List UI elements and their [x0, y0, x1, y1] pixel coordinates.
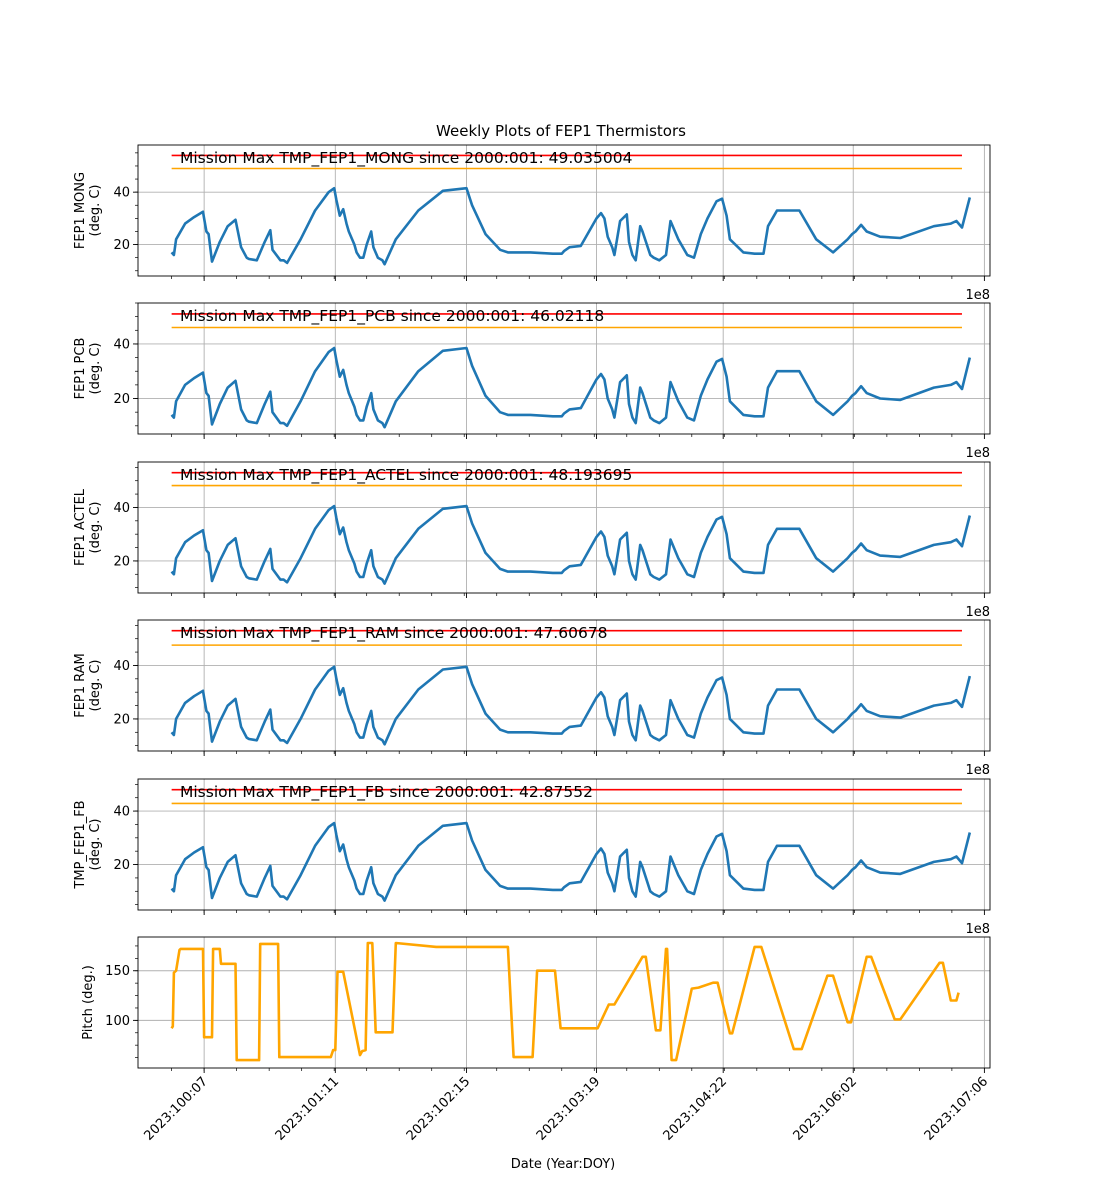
- panel-2: 20 40 FEP1 PCB(deg. C) Mission Max TMP_FEP1…: [73, 302, 991, 461]
- chart-title: Weekly Plots of FEP1 Thermistors: [436, 122, 686, 140]
- y-tick-label: 20: [113, 858, 130, 873]
- y-axis-label: FEP1 ACTEL(deg. C): [73, 488, 103, 566]
- panel-frame: [137, 936, 991, 1069]
- y-axis-label-line: FEP1 PCB: [73, 338, 88, 400]
- y-axis-label-line: (deg. C): [88, 502, 103, 554]
- panel-frame: [137, 619, 991, 752]
- panel-data: [170, 629, 972, 746]
- y-axis-label-line: (deg. C): [88, 660, 103, 712]
- x-tick-label: 2023:104:22: [661, 1074, 730, 1143]
- y-axis-label-line: FEP1 MONG: [73, 172, 88, 249]
- panel-frame: [137, 461, 991, 594]
- x-offset-label: 1e8: [965, 922, 990, 937]
- panel-5: 20 40 TMP_FEP1_FB(deg. C) Mission Max TMP_F…: [73, 778, 991, 937]
- y-tick-label: 20: [113, 392, 130, 407]
- panel-4: 20 40 FEP1 RAM(deg. C) Mission Max TMP_FEP1…: [73, 619, 991, 778]
- panel-data: [170, 471, 972, 585]
- y-axis-label-line: FEP1 ACTEL: [73, 488, 88, 566]
- x-offset-label: 1e8: [965, 288, 990, 303]
- mission-max-annotation: Mission Max TMP_FEP1_RAM since 2000:001:…: [180, 624, 608, 643]
- y-axis-label: FEP1 MONG(deg. C): [73, 172, 103, 249]
- panel-frame: [137, 778, 991, 911]
- y-axis-label: FEP1 PCB(deg. C): [73, 338, 103, 400]
- y-tick-label: 20: [113, 554, 130, 569]
- x-offset-label: 1e8: [965, 605, 990, 620]
- panel-3: 20 40 FEP1 ACTEL(deg. C) Mission Max TMP_FE…: [73, 461, 991, 620]
- y-tick-label: 20: [113, 238, 130, 253]
- panel-6: 100 150 Pitch (deg.) 2023:100:07 2023:101:11…: [81, 936, 991, 1144]
- panel-frame: [137, 302, 991, 435]
- x-offset-label: 1e8: [965, 446, 990, 461]
- mission-max-annotation: Mission Max TMP_FEP1_PCB since 2000:001:…: [180, 307, 604, 326]
- y-tick-label: 40: [113, 186, 130, 201]
- y-tick-label: 100: [105, 1014, 130, 1029]
- temperature-series-line: [170, 504, 972, 585]
- x-tick-label: 2023:101:11: [273, 1074, 342, 1143]
- y-axis-label-line: (deg. C): [88, 819, 103, 871]
- y-tick-label: 20: [113, 712, 130, 727]
- y-tick-label: 40: [113, 805, 130, 820]
- temperature-series-line: [170, 186, 972, 266]
- x-tick-label: 2023:102:15: [404, 1074, 473, 1143]
- panel-data: [170, 941, 960, 1062]
- x-tick-label: 2023:103:19: [534, 1074, 603, 1143]
- mission-max-annotation: Mission Max TMP_FEP1_MONG since 2000:001…: [180, 149, 632, 168]
- x-axis-label: Date (Year:DOY): [511, 1157, 616, 1172]
- x-tick-label: 2023:106:02: [791, 1074, 860, 1143]
- y-axis-label-line: (deg. C): [88, 185, 103, 237]
- panel-data: [170, 788, 972, 902]
- temperature-series-line: [170, 346, 972, 429]
- mission-max-annotation: Mission Max TMP_FEP1_FB since 2000:001: …: [180, 783, 593, 802]
- y-axis-label: FEP1 RAM(deg. C): [73, 653, 103, 718]
- y-tick-label: 150: [105, 964, 130, 979]
- y-tick-label: 40: [113, 659, 130, 674]
- x-tick-label: 2023:100:07: [142, 1074, 211, 1143]
- y-axis-label: TMP_FEP1_FB(deg. C): [73, 800, 103, 889]
- pitch-series-line: [170, 941, 960, 1062]
- y-axis-label-line: TMP_FEP1_FB: [73, 800, 88, 889]
- temperature-series-line: [170, 665, 972, 746]
- x-tick-label: 2023:107:06: [922, 1074, 991, 1143]
- panel-1: 20 40 FEP1 MONG(deg. C) Mission Max TMP_FEP…: [73, 144, 991, 303]
- y-axis-label-line: FEP1 RAM: [73, 653, 88, 718]
- y-tick-label: 40: [113, 501, 130, 516]
- y-axis-label-line: (deg. C): [88, 343, 103, 395]
- panel-data: [170, 154, 972, 266]
- temperature-series-line: [170, 821, 972, 902]
- panel-data: [170, 313, 972, 429]
- panel-frame: [137, 144, 991, 277]
- y-axis-label-line: Pitch (deg.): [81, 965, 96, 1040]
- mission-max-annotation: Mission Max TMP_FEP1_ACTEL since 2000:00…: [180, 466, 632, 485]
- y-axis-label: Pitch (deg.): [81, 965, 96, 1040]
- x-offset-label: 1e8: [965, 763, 990, 778]
- y-tick-label: 40: [113, 337, 130, 352]
